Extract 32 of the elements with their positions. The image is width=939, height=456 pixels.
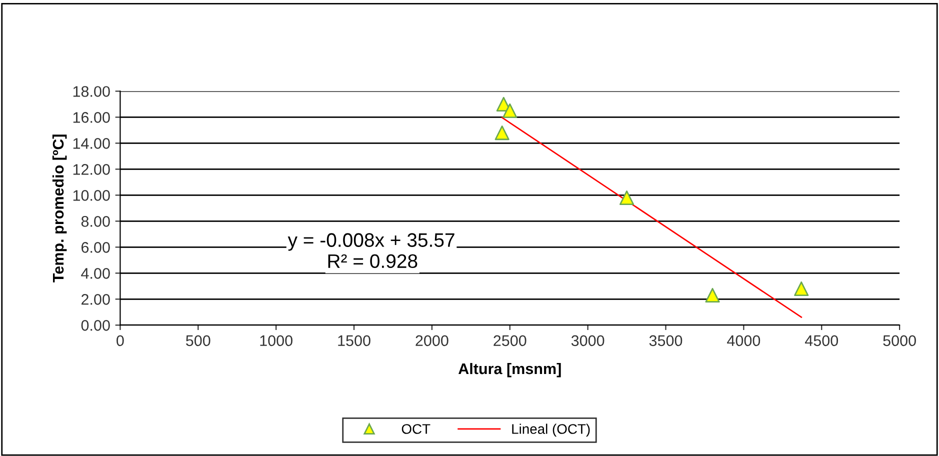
point bbox=[494, 126, 510, 140]
x-tick-label: 2000 bbox=[416, 335, 448, 346]
x-tick-label: 3500 bbox=[649, 335, 682, 346]
y-tick-label: 16.00 bbox=[73, 112, 110, 123]
legend-label: OCT bbox=[402, 424, 430, 434]
x-axis-title: Altura [msnm] bbox=[458, 362, 561, 378]
y-tick-label: 4.00 bbox=[81, 268, 110, 279]
y-tick-label: 6.00 bbox=[82, 242, 110, 253]
x-tick-label: 4000 bbox=[727, 335, 760, 346]
x-tick-label: 4500 bbox=[804, 335, 838, 346]
point bbox=[620, 190, 634, 206]
y-tick-label: 10.00 bbox=[73, 190, 110, 201]
y-tick-label: 2.00 bbox=[82, 294, 110, 305]
x-tick-label: 0 bbox=[116, 335, 124, 346]
x-tick-label: 2500 bbox=[494, 335, 526, 346]
x-tick-label: 500 bbox=[186, 335, 210, 346]
y-tick-label: 18.00 bbox=[73, 86, 110, 97]
point bbox=[705, 288, 720, 303]
x-tick-label: 1000 bbox=[260, 335, 292, 346]
y-tick-label: 12.00 bbox=[73, 164, 110, 175]
x-tick-label: 3000 bbox=[571, 335, 604, 346]
x-tick-label: 5000 bbox=[883, 335, 916, 346]
y-tick-label: 8.00 bbox=[81, 216, 110, 227]
annotation: R² = 0.928 bbox=[328, 254, 418, 268]
y-tick-label: 14.00 bbox=[73, 138, 110, 149]
annotation: y = -0.008x + 35.57 bbox=[288, 233, 454, 251]
y-axis-title: Temp. promedio [ºC] bbox=[52, 134, 67, 282]
point bbox=[502, 103, 518, 118]
legend-label: Lineal (OCT) bbox=[512, 424, 590, 437]
point bbox=[794, 281, 809, 296]
x-tick-label: 1500 bbox=[338, 335, 370, 346]
y-tick-label: 0.00 bbox=[81, 320, 110, 331]
